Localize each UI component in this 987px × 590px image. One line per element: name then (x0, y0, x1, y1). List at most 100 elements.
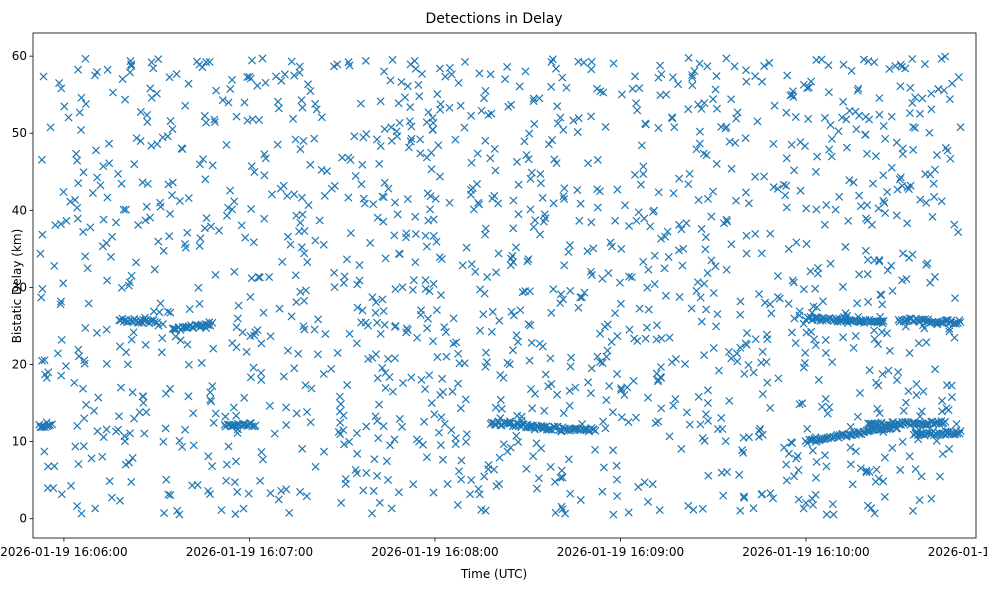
data-point (709, 288, 718, 297)
data-point (791, 339, 800, 348)
data-point (505, 360, 514, 369)
data-point (184, 392, 193, 401)
data-point (408, 285, 417, 294)
data-point (839, 97, 848, 106)
data-point (908, 98, 917, 108)
data-point (147, 141, 156, 150)
data-point (846, 443, 855, 452)
data-point (503, 419, 512, 428)
data-point (766, 229, 775, 238)
data-point (553, 119, 562, 128)
data-point (376, 97, 385, 106)
data-point (558, 73, 567, 82)
data-point (644, 305, 653, 314)
data-point (503, 62, 512, 71)
data-point (417, 375, 426, 384)
data-point (523, 257, 532, 266)
data-point (909, 145, 918, 154)
data-point (956, 123, 965, 132)
y-tick-label: 30 (12, 280, 27, 294)
data-point (615, 278, 624, 287)
data-point (917, 407, 926, 416)
data-point (803, 83, 812, 93)
data-point (379, 217, 388, 226)
data-point (513, 337, 522, 346)
data-point (386, 441, 395, 450)
data-point (411, 258, 420, 267)
data-point (335, 392, 344, 401)
data-point (127, 60, 136, 69)
data-point (587, 364, 596, 373)
data-point (103, 65, 112, 74)
data-point (154, 237, 163, 246)
data-point (646, 222, 655, 231)
data-point (709, 343, 718, 353)
data-point (421, 276, 430, 285)
data-point (250, 167, 259, 177)
data-point (105, 159, 114, 168)
data-point (849, 343, 858, 352)
data-point (456, 101, 465, 110)
data-point (429, 215, 438, 224)
data-point (741, 188, 750, 197)
data-point (861, 246, 870, 255)
data-point (429, 231, 438, 240)
data-point (421, 284, 430, 293)
data-point (200, 224, 209, 233)
data-point (124, 281, 133, 290)
data-point (127, 335, 136, 344)
data-point (390, 354, 399, 363)
data-point (224, 98, 233, 107)
data-point (139, 392, 148, 401)
data-point (773, 184, 782, 193)
data-point (480, 230, 490, 239)
data-point (712, 104, 721, 113)
data-point (912, 380, 921, 389)
data-point (897, 62, 906, 71)
data-point (695, 59, 704, 68)
data-point (698, 434, 707, 443)
data-point (380, 320, 389, 329)
data-point (896, 173, 905, 182)
data-point (315, 216, 324, 225)
data-point (206, 388, 215, 397)
data-point (334, 427, 343, 436)
data-point (381, 383, 390, 392)
data-point (665, 432, 674, 441)
data-point (226, 84, 235, 94)
data-point (150, 265, 159, 274)
data-point (671, 394, 680, 404)
data-point (795, 311, 804, 320)
data-point (544, 382, 553, 391)
data-point (725, 137, 734, 146)
data-point (690, 67, 699, 76)
data-point (930, 192, 939, 201)
data-point (378, 192, 387, 201)
data-point (228, 339, 237, 348)
data-point (700, 351, 709, 360)
data-point (114, 169, 123, 178)
data-point (73, 421, 82, 430)
data-point (810, 335, 819, 344)
data-point (217, 506, 226, 515)
data-point (406, 137, 415, 146)
data-point (162, 475, 171, 484)
data-point (870, 326, 879, 335)
data-point (457, 475, 466, 484)
data-point (340, 440, 349, 449)
data-point (896, 82, 905, 91)
data-point (689, 505, 698, 514)
data-point (653, 377, 662, 386)
data-point (134, 220, 143, 230)
data-point (336, 418, 345, 427)
data-point (490, 465, 499, 474)
data-point (792, 454, 801, 463)
data-point (422, 118, 431, 127)
data-point (877, 317, 886, 326)
data-point (607, 242, 616, 251)
data-point (938, 396, 947, 405)
data-point (835, 192, 844, 201)
data-point (782, 154, 791, 163)
data-point (437, 291, 446, 300)
data-point (800, 358, 809, 368)
